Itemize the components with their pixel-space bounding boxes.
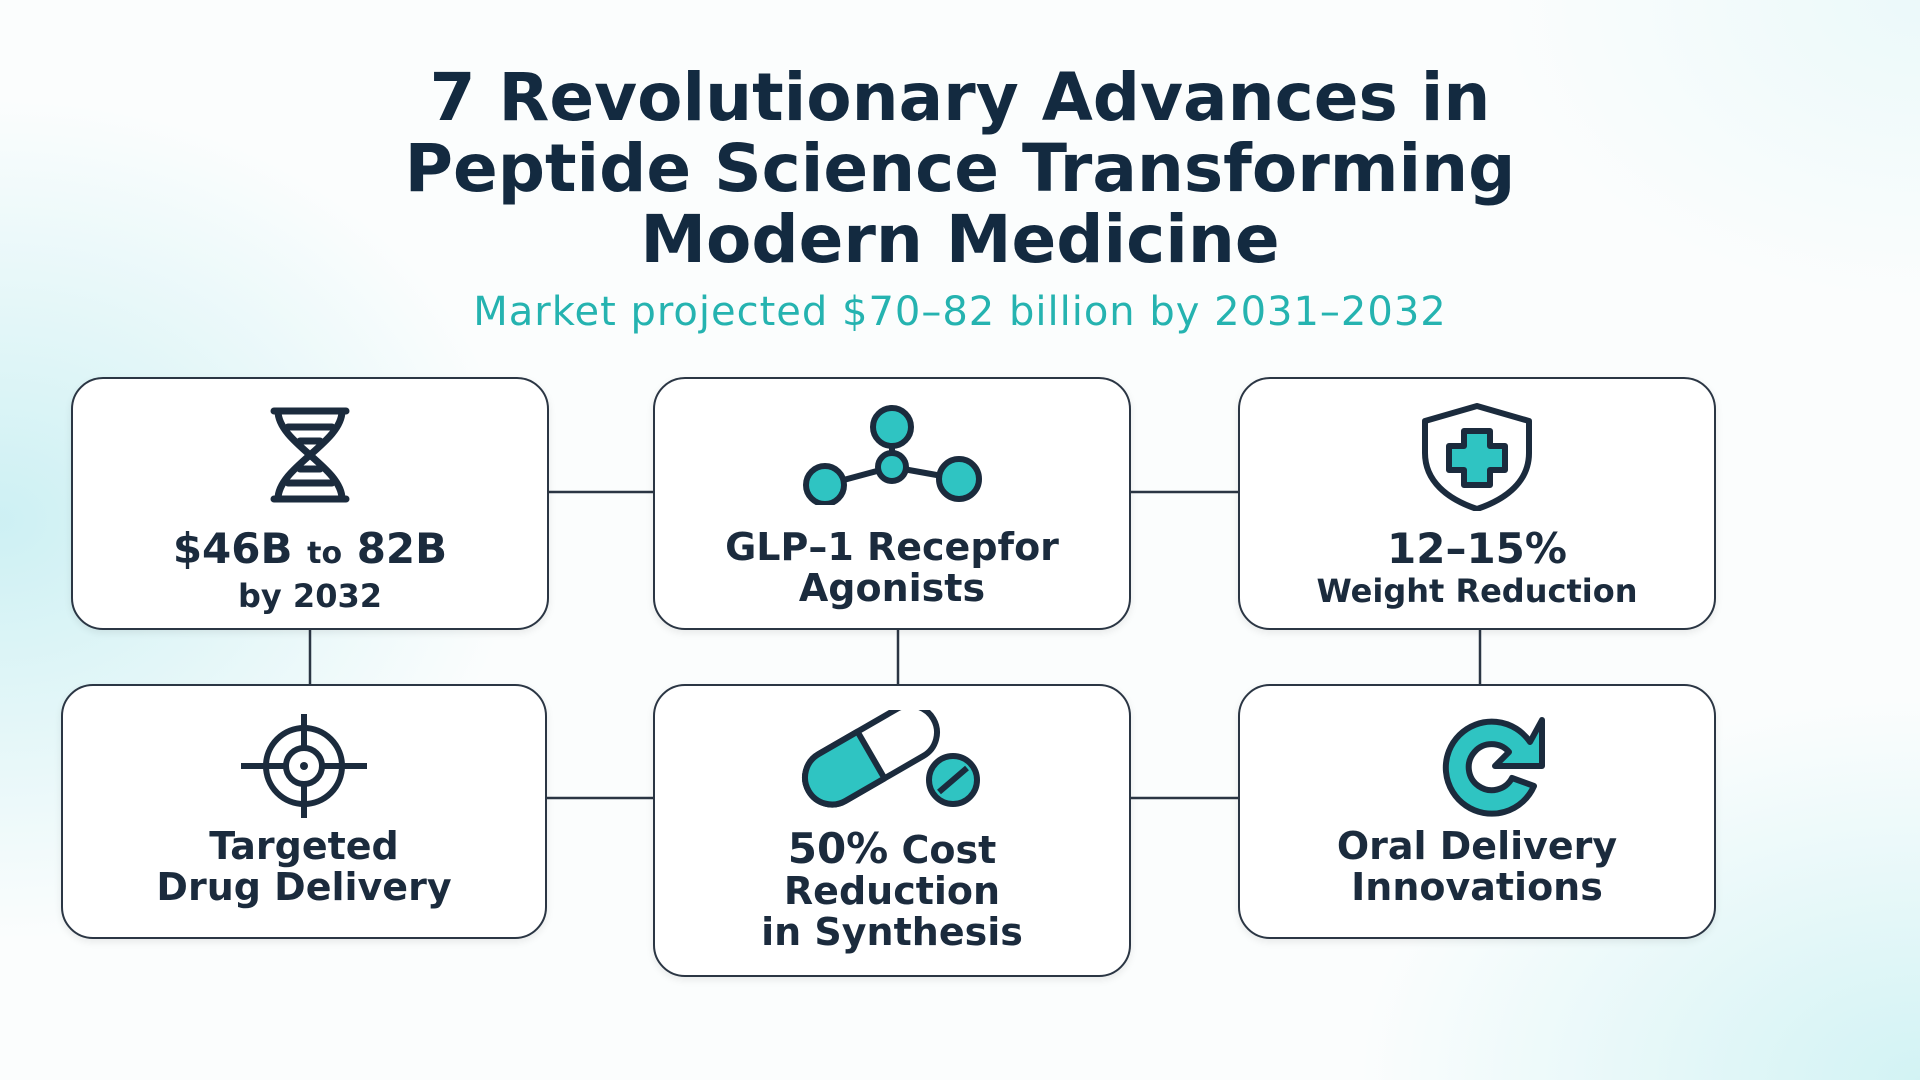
cost-reduction-line-1: 50% Cost — [655, 828, 1129, 871]
market-size-card: $46B to 82B by 2032 — [71, 377, 549, 630]
market-size-value: $46B to 82B — [73, 527, 547, 576]
title-line-1: 7 Revolutionary Advances in — [429, 59, 1491, 136]
targeted-delivery-line-1: Targeted — [209, 824, 399, 868]
market-to-word: to — [307, 536, 343, 571]
dna-icon — [270, 407, 350, 503]
oral-delivery-card: Oral Delivery Innovations — [1238, 684, 1716, 939]
refresh-icon — [1442, 717, 1545, 817]
title-line-3: Modern Medicine — [640, 201, 1280, 278]
weight-reduction-text: Weight Reduction — [1316, 572, 1638, 610]
market-subtitle: Market projected $70–82 billion by 2031–… — [473, 289, 1447, 335]
oral-delivery-line-1: Oral Delivery — [1336, 824, 1618, 868]
weight-reduction-label: 12–15% Weight Reduction — [1240, 527, 1714, 611]
oral-delivery-line-2: Innovations — [1351, 865, 1603, 909]
market-size-label: $46B to 82B by 2032 — [73, 527, 547, 616]
molecule-icon — [803, 405, 982, 505]
oral-delivery-label: Oral Delivery Innovations — [1240, 826, 1714, 908]
targeted-delivery-label: Targeted Drug Delivery — [63, 826, 545, 908]
targeted-delivery-line-2: Drug Delivery — [156, 865, 452, 909]
target-icon — [241, 714, 367, 818]
market-size-year: by 2032 — [238, 577, 382, 615]
page-title: 7 Revolutionary Advances in Peptide Scie… — [0, 62, 1920, 275]
cost-reduction-value: 50% — [787, 824, 889, 873]
weight-reduction-value: 12–15% — [1387, 524, 1567, 573]
cost-reduction-word: Cost — [901, 828, 997, 872]
pill-icon — [802, 710, 980, 808]
cost-reduction-card: 50% Cost Reduction in Synthesis — [653, 684, 1131, 977]
glp1-label: GLP–1 Recepfor Agonists — [655, 527, 1129, 609]
glp1-label-line-2: Agonists — [798, 566, 986, 610]
market-end-value: 82B — [356, 524, 448, 573]
glp1-card: GLP–1 Recepfor Agonists — [653, 377, 1131, 630]
cost-reduction-label: 50% Cost Reduction in Synthesis — [655, 828, 1129, 953]
title-line-2: Peptide Science Transforming — [404, 130, 1516, 207]
shield-plus-icon — [1422, 403, 1532, 511]
cost-reduction-line-2: Reduction — [783, 869, 1001, 913]
weight-reduction-card: 12–15% Weight Reduction — [1238, 377, 1716, 630]
market-start-value: $46B — [172, 524, 293, 573]
cost-reduction-line-3: in Synthesis — [761, 910, 1023, 954]
glp1-label-line-1: GLP–1 Recepfor — [725, 525, 1059, 569]
targeted-delivery-card: Targeted Drug Delivery — [61, 684, 547, 939]
